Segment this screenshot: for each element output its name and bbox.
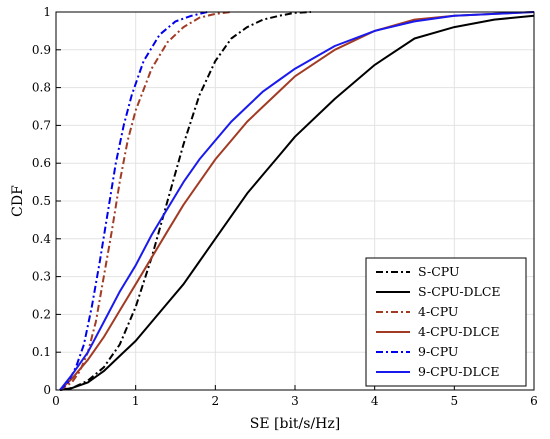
legend-label: 4-CPU-DLCE: [418, 324, 499, 339]
legend-label: S-CPU-DLCE: [418, 284, 501, 299]
y-tick-label: 0.8: [32, 81, 51, 95]
x-tick-label: 6: [530, 394, 538, 408]
y-tick-label: 0: [43, 383, 51, 397]
series-layer: [59, 11, 535, 391]
y-tick-label: 0.3: [32, 270, 51, 284]
series-line-s-cpu-dlce: [59, 14, 535, 391]
legend-label: 9-CPU: [418, 344, 458, 359]
y-tick-label: 0.2: [32, 307, 51, 321]
series-line-4-cpu: [59, 11, 232, 391]
y-axis-title: CDF: [10, 185, 26, 217]
y-tick-label: 0.1: [32, 345, 51, 359]
legend-box: [365, 257, 527, 387]
y-tick-label: 1: [43, 5, 51, 19]
series-line-s-cpu: [59, 11, 311, 391]
y-tick-label: 0.9: [32, 43, 51, 57]
x-tick-label: 1: [132, 394, 140, 408]
x-tick-label: 0: [52, 394, 60, 408]
series-line-9-cpu: [59, 11, 208, 391]
y-tick-label: 0.6: [32, 156, 51, 170]
legend-label: 9-CPU-DLCE: [418, 364, 499, 379]
x-tick-label: 4: [371, 394, 379, 408]
x-tick-label: 5: [451, 394, 459, 408]
y-tick-label: 0.7: [32, 118, 51, 132]
legend-label: S-CPU: [418, 264, 460, 279]
series-line-9-cpu-dlce: [59, 11, 535, 391]
ticks: 0 1 2 3 4 5 6 0 0.1 0.2 0.3 0.4 0.5 0.6 0.7 0.8 0.9 1: [32, 5, 538, 408]
y-tick-label: 0.5: [32, 194, 51, 208]
y-tick-label: 0.4: [32, 232, 51, 246]
x-tick-label: 2: [212, 394, 220, 408]
x-tick-label: 3: [291, 394, 299, 408]
legend: S-CPU S-CPU-DLCE 4-CPU 4-CPU-DLCE 9-CPU 9-CPU…: [365, 257, 527, 387]
legend-label: 4-CPU: [418, 304, 458, 319]
x-axis-title: SE [bit/s/Hz]: [250, 416, 340, 432]
